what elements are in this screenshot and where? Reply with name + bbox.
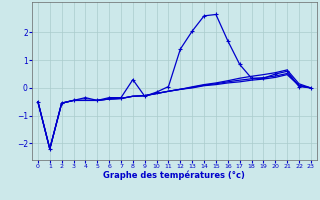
X-axis label: Graphe des températures (°c): Graphe des températures (°c) — [103, 171, 245, 180]
